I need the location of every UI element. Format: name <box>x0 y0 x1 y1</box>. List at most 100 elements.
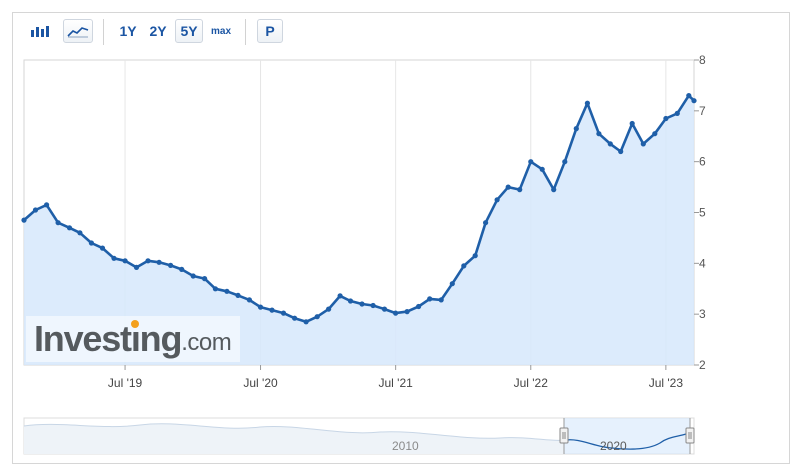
data-point <box>303 319 309 325</box>
data-point <box>370 302 376 309</box>
data-point <box>66 225 73 231</box>
data-point <box>596 131 602 137</box>
y-tick-label: 3 <box>699 307 706 321</box>
y-tick-labels: 2 3 4 5 6 7 8 <box>694 53 706 372</box>
data-point <box>32 207 39 213</box>
data-point <box>663 115 669 122</box>
toolbar-divider <box>245 19 246 45</box>
data-point <box>224 288 230 294</box>
line-chart-button[interactable] <box>63 19 93 43</box>
data-point <box>416 303 422 310</box>
line-chart-icon <box>67 27 89 38</box>
data-point <box>156 259 162 265</box>
data-point <box>505 184 511 190</box>
data-point <box>427 296 433 302</box>
data-point <box>461 263 467 269</box>
x-tick-label: Jul '19 <box>108 376 143 390</box>
toolbar-divider <box>103 19 104 45</box>
data-point <box>562 159 568 165</box>
data-point <box>438 297 444 303</box>
logo-text: Investı ng <box>34 318 182 359</box>
data-point <box>212 286 218 292</box>
data-point <box>528 159 534 165</box>
data-point <box>483 220 489 226</box>
range-1y-button[interactable]: 1Y <box>119 23 137 39</box>
data-point <box>652 131 658 137</box>
data-point <box>539 166 545 172</box>
range-max-button[interactable]: max <box>210 25 231 37</box>
range-5y-button[interactable]: 5Y <box>175 19 203 43</box>
bar-chart-button[interactable] <box>27 19 55 43</box>
data-point <box>607 141 613 147</box>
data-point <box>292 315 298 321</box>
y-tick-label: 8 <box>699 53 706 67</box>
logo-suffix: .com <box>181 329 232 356</box>
marker-layer <box>21 93 697 325</box>
data-point <box>393 310 399 316</box>
data-point <box>686 93 692 99</box>
data-point <box>640 141 646 147</box>
data-point <box>21 217 27 223</box>
data-point <box>449 281 455 287</box>
x-tick-label: Jul '22 <box>514 376 549 390</box>
data-point <box>190 273 196 279</box>
data-point <box>381 306 388 312</box>
navigator[interactable]: 2010 2020 <box>23 417 695 455</box>
data-point <box>359 301 365 307</box>
data-point <box>99 245 106 251</box>
x-tick-label: Jul '20 <box>243 376 278 390</box>
logo-accent-dot <box>131 320 140 328</box>
navigator-right-handle[interactable] <box>685 427 695 444</box>
range-2y-button[interactable]: 2Y <box>149 23 167 39</box>
data-point <box>314 314 320 320</box>
bar-chart-icon <box>31 26 49 37</box>
data-point <box>145 258 151 264</box>
data-point <box>168 262 174 268</box>
data-point <box>235 292 241 298</box>
data-point <box>326 306 332 312</box>
data-point <box>573 126 579 132</box>
data-point <box>674 110 680 116</box>
data-point <box>472 253 478 259</box>
navigator-left-handle[interactable] <box>559 427 569 444</box>
x-tick-label: Jul '21 <box>378 376 413 390</box>
data-point <box>88 240 94 246</box>
y-tick-label: 2 <box>699 358 706 372</box>
data-point <box>337 293 343 299</box>
data-point <box>77 230 83 236</box>
data-point <box>618 148 624 155</box>
investing-logo: Investı ng .com <box>26 316 240 362</box>
data-point <box>494 197 500 203</box>
data-point <box>517 187 523 193</box>
data-point <box>269 307 275 313</box>
series-area-fill <box>24 95 694 365</box>
data-point <box>629 120 635 127</box>
chart-toolbar: 1Y 2Y 5Y max P <box>13 13 789 49</box>
data-point <box>347 298 354 304</box>
data-point <box>404 309 410 315</box>
data-point <box>584 100 591 106</box>
p-button[interactable]: P <box>257 19 283 43</box>
data-point <box>44 202 50 208</box>
data-point <box>133 264 140 270</box>
data-point <box>55 220 61 226</box>
data-point <box>551 187 557 193</box>
data-point <box>280 310 287 316</box>
data-point <box>111 255 117 261</box>
data-point <box>202 276 208 282</box>
navigator-selection[interactable] <box>564 418 690 454</box>
y-tick-label: 5 <box>699 206 706 220</box>
navigator-year-label: 2010 <box>392 439 419 453</box>
navigator-year-label: 2020 <box>600 439 627 453</box>
y-tick-label: 6 <box>699 155 706 169</box>
x-tick-labels: Jul '19 Jul '20 Jul '21 Jul '22 Jul '23 <box>108 365 683 390</box>
data-point <box>246 297 252 303</box>
data-point <box>691 98 697 104</box>
data-point <box>179 266 185 272</box>
data-point <box>257 304 264 310</box>
x-tick-label: Jul '23 <box>649 376 684 390</box>
y-tick-label: 7 <box>699 104 706 118</box>
data-point <box>122 258 128 264</box>
y-tick-label: 4 <box>699 256 706 270</box>
